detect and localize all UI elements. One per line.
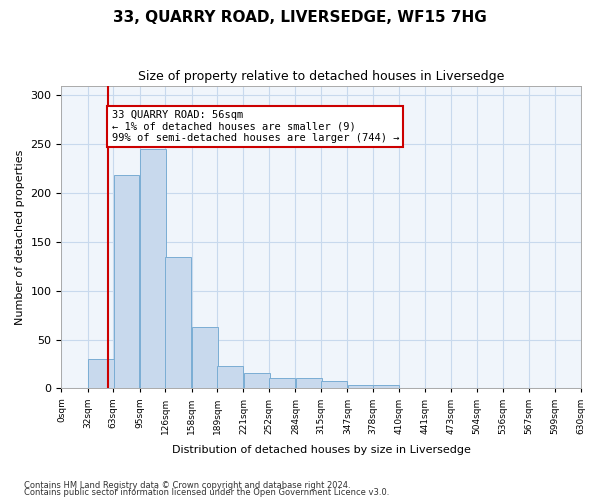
X-axis label: Distribution of detached houses by size in Liversedge: Distribution of detached houses by size … xyxy=(172,445,470,455)
Bar xyxy=(113,176,139,388)
Bar xyxy=(244,373,269,388)
Bar xyxy=(269,378,295,388)
Text: 33 QUARRY ROAD: 56sqm
← 1% of detached houses are smaller (9)
99% of semi-detach: 33 QUARRY ROAD: 56sqm ← 1% of detached h… xyxy=(112,110,399,143)
Bar xyxy=(373,384,399,388)
Bar xyxy=(140,149,166,388)
Text: Contains HM Land Registry data © Crown copyright and database right 2024.: Contains HM Land Registry data © Crown c… xyxy=(24,480,350,490)
Title: Size of property relative to detached houses in Liversedge: Size of property relative to detached ho… xyxy=(138,70,504,83)
Bar xyxy=(321,380,347,388)
Bar xyxy=(217,366,243,388)
Bar xyxy=(296,378,322,388)
Bar xyxy=(347,384,373,388)
Bar xyxy=(192,327,218,388)
Bar xyxy=(166,256,191,388)
Bar xyxy=(88,359,114,388)
Text: 33, QUARRY ROAD, LIVERSEDGE, WF15 7HG: 33, QUARRY ROAD, LIVERSEDGE, WF15 7HG xyxy=(113,10,487,25)
Text: Contains public sector information licensed under the Open Government Licence v3: Contains public sector information licen… xyxy=(24,488,389,497)
Y-axis label: Number of detached properties: Number of detached properties xyxy=(15,150,25,324)
